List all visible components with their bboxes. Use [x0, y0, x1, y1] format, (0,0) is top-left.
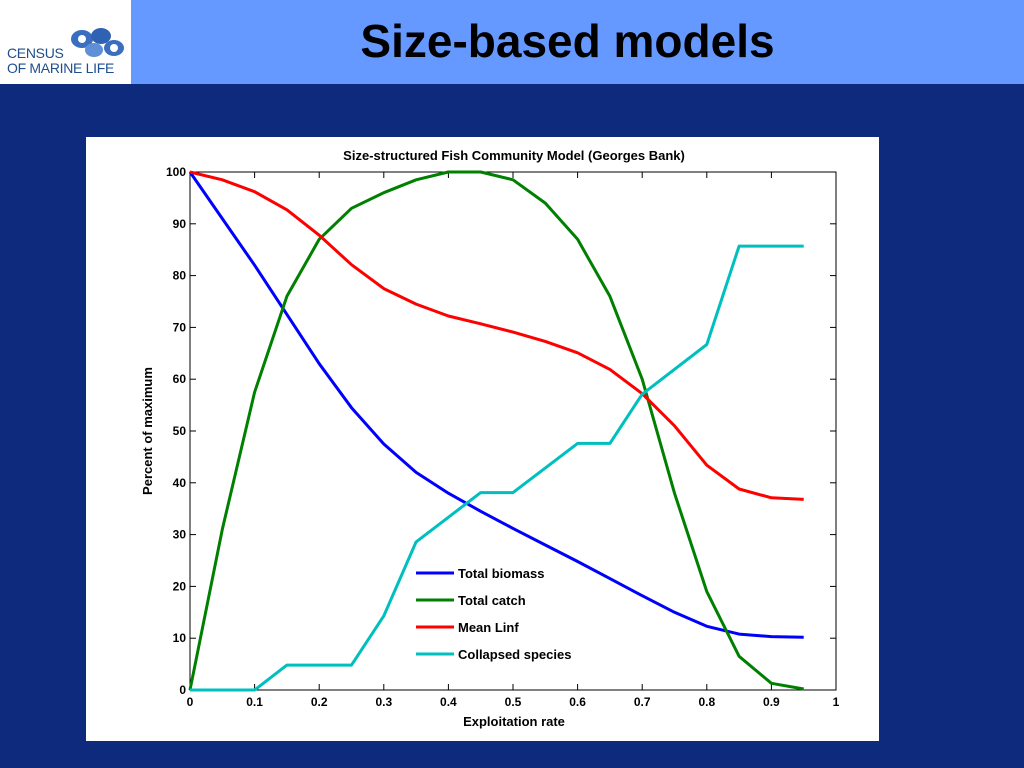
legend: Total biomass Total catch Mean Linf Collaps… [416, 566, 571, 662]
y-tick-label: 80 [173, 269, 187, 283]
x-tick-label: 0.9 [763, 695, 780, 709]
title-bar [0, 0, 1024, 84]
y-tick-label: 0 [179, 683, 186, 697]
x-tick-label: 0.1 [246, 695, 263, 709]
y-tick-label: 10 [173, 631, 187, 645]
x-tick-label: 0.8 [698, 695, 715, 709]
y-tick-label: 40 [173, 476, 187, 490]
logo-swirl-icon [71, 28, 124, 57]
legend-label: Mean Linf [458, 620, 519, 635]
x-tick-label: 0.3 [375, 695, 392, 709]
census-logo: CENSUS OF MARINE LIFE [0, 0, 131, 84]
y-tick-label: 20 [173, 579, 187, 593]
slide-title: Size-based models [360, 15, 775, 67]
legend-label: Total biomass [458, 566, 544, 581]
y-tick-label: 60 [173, 372, 187, 386]
logo-line-1: CENSUS [7, 45, 64, 61]
x-tick-label: 1 [833, 695, 840, 709]
chart-panel: Size-structured Fish Community Model (Ge… [86, 137, 879, 741]
x-tick-label: 0.2 [311, 695, 328, 709]
y-axis-label: Percent of maximum [140, 367, 155, 495]
legend-label: Collapsed species [458, 647, 571, 662]
y-tick-label: 70 [173, 320, 187, 334]
x-axis-label: Exploitation rate [463, 714, 565, 729]
legend-label: Total catch [458, 593, 526, 608]
y-tick-label: 90 [173, 217, 187, 231]
series-line-total-catch [188, 170, 804, 691]
series-line-mean-linf [189, 170, 804, 501]
line-chart: Size-structured Fish Community Model (Ge… [140, 148, 840, 729]
y-tick-label: 100 [166, 165, 186, 179]
y-tick-label: 30 [173, 528, 187, 542]
x-tick-label: 0 [187, 695, 194, 709]
chart-title: Size-structured Fish Community Model (Ge… [343, 148, 685, 163]
x-tick-label: 0.5 [505, 695, 522, 709]
series-line-total-biomass [188, 171, 804, 639]
y-tick-label: 50 [173, 424, 187, 438]
x-tick-label: 0.7 [634, 695, 651, 709]
series-line-collapsed-species [190, 244, 804, 692]
logo-line-2: OF MARINE LIFE [7, 60, 115, 76]
x-tick-label: 0.4 [440, 695, 457, 709]
x-tick-label: 0.6 [569, 695, 586, 709]
